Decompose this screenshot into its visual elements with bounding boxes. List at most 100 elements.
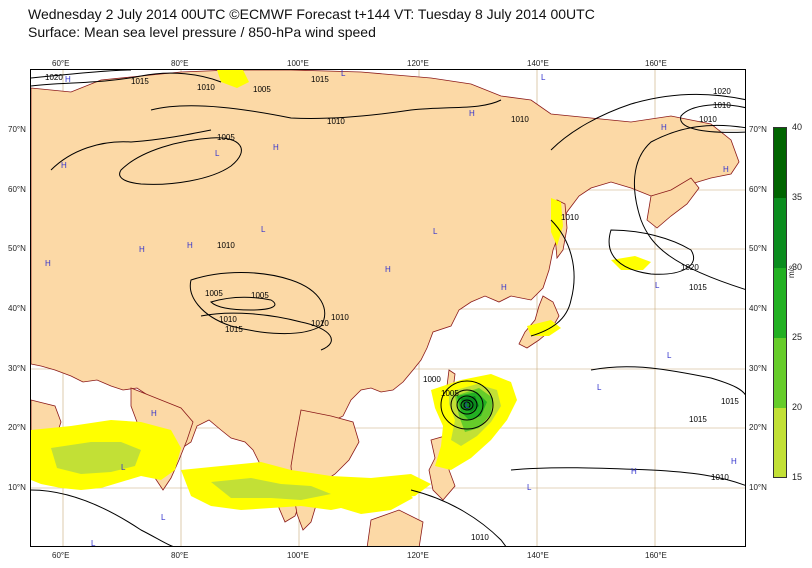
isobar-label: 1005 — [205, 289, 223, 298]
low-marker: L — [465, 401, 470, 410]
lon-label-top: 60°E — [52, 59, 70, 68]
lat-label-left: 50°N — [8, 244, 26, 253]
high-marker: H — [45, 259, 51, 268]
lat-label-left: 70°N — [8, 125, 26, 134]
wind-shading — [31, 70, 651, 514]
isobar-asia-1010 — [189, 272, 326, 334]
isobar-label: 1005 — [441, 389, 459, 398]
high-marker: H — [501, 283, 507, 292]
lat-label-right: 10°N — [749, 483, 767, 492]
high-marker: H — [187, 241, 193, 250]
wind-speed-colorbar — [773, 127, 787, 478]
colorbar-segment-20-25 — [774, 338, 786, 408]
colorbar-label: 15 — [792, 472, 803, 482]
lon-label-bottom: 120°E — [407, 551, 429, 560]
lon-label-top: 120°E — [407, 59, 429, 68]
low-marker: L — [667, 351, 672, 360]
low-marker: L — [655, 281, 660, 290]
low-marker: L — [91, 539, 96, 547]
lat-label-right: 30°N — [749, 364, 767, 373]
high-marker: H — [723, 165, 729, 174]
isobar-label: 1015 — [689, 415, 707, 424]
colorbar-label: 30 — [792, 262, 803, 272]
map-canvas: 1020 1015 1010 1005 1010 1005 1015 1010 … — [31, 70, 745, 547]
colorbar-units: m/s — [787, 265, 796, 278]
lat-label-left: 20°N — [8, 423, 26, 432]
low-marker: L — [597, 383, 602, 392]
isobar-ne-high — [608, 229, 694, 275]
low-marker: L — [527, 483, 532, 492]
high-marker: H — [469, 109, 475, 118]
isobar-label: 1015 — [721, 397, 739, 406]
isobar-label: 1010 — [711, 473, 729, 482]
pressure-centers: H H H H H H H H H H H H H H L L L L L L — [45, 70, 737, 547]
isobar-label: 1010 — [331, 313, 349, 322]
typhoon-ring-1005 — [440, 380, 494, 430]
isobar-label: 1020 — [681, 263, 699, 272]
lat-label-left: 60°N — [8, 185, 26, 194]
isobar-label: 1010 — [471, 533, 489, 542]
isobar-west-1010 — [50, 129, 212, 171]
low-marker: L — [121, 463, 126, 472]
wind-band-arabian-sea-core — [51, 442, 141, 474]
isobar-label: 1010 — [713, 101, 731, 110]
isobar-asia-low-1005 — [210, 296, 276, 311]
chart-subtitle: Surface: Mean sea level pressure / 850-h… — [28, 24, 376, 40]
colorbar-segment-30-35 — [774, 198, 786, 268]
high-marker: H — [65, 75, 71, 84]
isobar-siberia-1005 — [119, 137, 242, 185]
high-marker: H — [661, 123, 667, 132]
isobar-label: 1005 — [253, 85, 271, 94]
lon-label-top: 140°E — [527, 59, 549, 68]
isobar-label: 1020 — [713, 87, 731, 96]
isobar-label: 1015 — [131, 77, 149, 86]
isobar-label: 1010 — [197, 83, 215, 92]
map-panel: 1020 1015 1010 1005 1010 1005 1015 1010 … — [30, 69, 746, 547]
land — [31, 70, 740, 546]
typhoon-ring-inner-2 — [460, 399, 474, 411]
colorbar-label: 20 — [792, 402, 803, 412]
isobar-south-1010 — [31, 489, 174, 546]
isobar-label: 1010 — [217, 241, 235, 250]
lat-label-left: 40°N — [8, 304, 26, 313]
high-marker: H — [151, 409, 157, 418]
lon-label-top: 160°E — [645, 59, 667, 68]
colorbar-label: 40 — [792, 122, 803, 132]
isobar-label: 1010 — [311, 319, 329, 328]
isobar-tibet-1015 — [200, 312, 332, 351]
isobar-label: 1010 — [327, 117, 345, 126]
colorbar-segment-15-20 — [774, 408, 786, 477]
lon-label-top: 80°E — [171, 59, 189, 68]
isobar-label: 1015 — [225, 325, 243, 334]
isobar-label: 1010 — [699, 115, 717, 124]
chart-title: Wednesday 2 July 2014 00UTC ©ECMWF Forec… — [28, 6, 595, 22]
colorbar-label: 25 — [792, 332, 803, 342]
lat-label-right: 50°N — [749, 244, 767, 253]
isobar-scs-1010 — [410, 489, 507, 546]
isobars — [31, 70, 745, 546]
lon-label-bottom: 140°E — [527, 551, 549, 560]
lat-label-right: 70°N — [749, 125, 767, 134]
isobar-siberia-1010 — [150, 99, 502, 120]
lon-label-bottom: 100°E — [287, 551, 309, 560]
low-marker: L — [433, 227, 438, 236]
isobar-pacific-1010 — [510, 467, 745, 486]
lat-label-left: 10°N — [8, 483, 26, 492]
wind-patch-pacific — [611, 256, 651, 270]
isobar-japan-1010 — [530, 219, 575, 337]
lat-label-right: 40°N — [749, 304, 767, 313]
kamchatka-peninsula — [646, 177, 700, 229]
isobar-label: 1010 — [561, 213, 579, 222]
high-marker: H — [273, 143, 279, 152]
isobar-eastpac-1015 — [633, 124, 745, 290]
typhoon-ring-inner-3 — [463, 401, 471, 409]
isobar-north-1020 — [31, 70, 132, 79]
typhoon-ring-inner-1 — [456, 395, 478, 415]
high-marker: H — [731, 457, 737, 466]
isobar-north-1015 — [31, 72, 222, 87]
japan-islands — [518, 295, 560, 349]
wind-band-bay-core — [211, 478, 331, 500]
borneo-edge — [366, 509, 424, 546]
high-marker: H — [385, 265, 391, 274]
